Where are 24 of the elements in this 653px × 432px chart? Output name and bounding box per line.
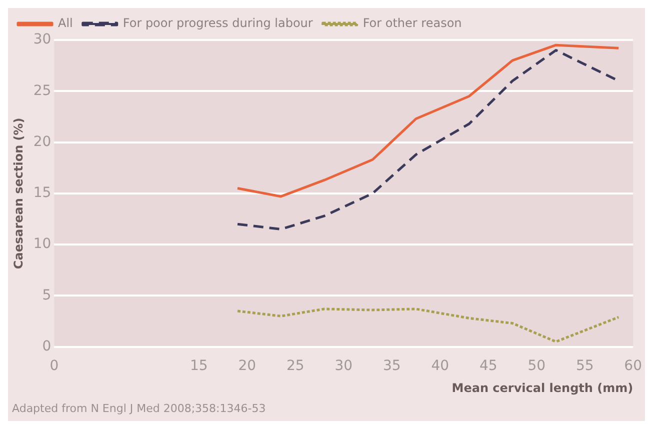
x-tick-label: 20 bbox=[238, 358, 256, 374]
legend-label: For poor progress during labour bbox=[122, 16, 313, 30]
legend-label: For other reason bbox=[362, 16, 462, 30]
y-tick-label: 5 bbox=[42, 287, 52, 304]
x-tick-label: 45 bbox=[479, 358, 498, 374]
y-tick-label: 0 bbox=[42, 338, 52, 354]
y-tick-label: 20 bbox=[33, 134, 52, 150]
line-series bbox=[236, 308, 620, 343]
legend-label: All bbox=[58, 16, 73, 30]
y-tick-label: 25 bbox=[33, 82, 52, 99]
x-tick-label: 15 bbox=[190, 358, 208, 374]
x-tick-label: 25 bbox=[286, 358, 304, 374]
x-tick-label: 50 bbox=[528, 358, 546, 374]
x-axis-title: Mean cervical length (mm) bbox=[452, 380, 634, 395]
text: Adapted from N Engl J Med 2008;358:1346-53 bbox=[11, 401, 267, 417]
x-tick-label: 60 bbox=[624, 358, 642, 374]
x-tick-label: 40 bbox=[431, 358, 450, 374]
y-tick-label: 30 bbox=[33, 32, 52, 48]
x-tick-label: 30 bbox=[334, 358, 353, 374]
x-tick-label: 55 bbox=[576, 358, 594, 374]
y-tick-label: 15 bbox=[33, 185, 52, 202]
y-tick-label: 10 bbox=[33, 236, 52, 252]
y-axis-title: Caesarean section (%) bbox=[11, 118, 26, 270]
x-tick-label: 35 bbox=[382, 358, 401, 374]
